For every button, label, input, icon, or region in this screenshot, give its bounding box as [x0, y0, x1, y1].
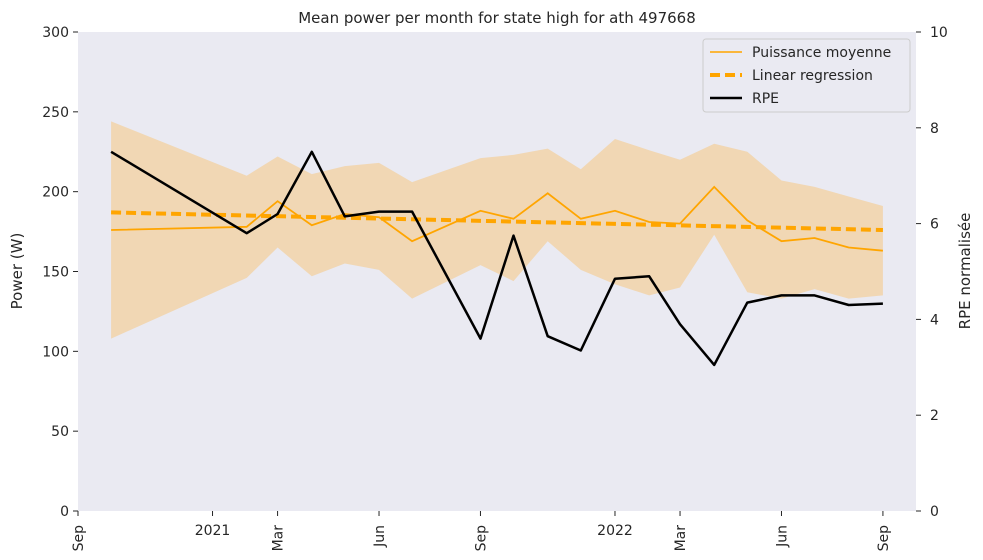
- x-tick-label: Sep: [71, 525, 87, 552]
- x-tick-label: Sep: [876, 525, 892, 552]
- y2-tick-label: 4: [930, 312, 939, 328]
- x-tick-label: Mar: [271, 525, 287, 552]
- legend-label-power: Puissance moyenne: [752, 45, 891, 61]
- y-tick-label: 0: [60, 504, 69, 520]
- legend: Puissance moyenne Linear regression RPE: [702, 38, 911, 113]
- series-line-layer: [110, 150, 883, 367]
- x-tick-label: Jun: [774, 525, 790, 548]
- legend-box: [702, 38, 911, 113]
- axis-layer: 0 50 100 150 200 250 300 0 2 4 6 8 10 Sep 2021 Mar Jun Se…: [42, 25, 948, 551]
- x-tick-label: 2022: [597, 523, 633, 539]
- chart-title: Mean power per month for state high for …: [298, 9, 696, 27]
- y-tick-label: 50: [51, 424, 69, 440]
- x-tick-label: Mar: [673, 525, 689, 552]
- y-tick-label: 250: [42, 105, 69, 121]
- y2-tick-label: 8: [930, 121, 939, 137]
- y-tick-label: 150: [42, 265, 69, 281]
- x-tick-label: Jun: [372, 525, 388, 548]
- y-tick-label: 300: [42, 25, 69, 41]
- x-tick-label: Sep: [473, 525, 489, 552]
- rpe-line: [110, 150, 883, 367]
- y-tick-label: 100: [42, 344, 69, 360]
- x-tick-label: 2021: [195, 523, 231, 539]
- y2-tick-label: 6: [930, 217, 939, 233]
- y2-axis-label: RPE normalisée: [956, 213, 974, 330]
- legend-label-regression: Linear regression: [752, 68, 873, 84]
- y2-tick-label: 10: [930, 25, 948, 41]
- y-tick-label: 200: [42, 185, 69, 201]
- legend-label-rpe: RPE: [752, 91, 779, 107]
- confidence-band-layer: [111, 121, 883, 339]
- y2-tick-label: 2: [930, 408, 939, 424]
- power-confidence-band: [111, 121, 883, 339]
- power-line: [111, 185, 883, 252]
- regression-line: [111, 210, 883, 232]
- y2-tick-label: 0: [930, 504, 939, 520]
- y-axis-label: Power (W): [8, 233, 26, 310]
